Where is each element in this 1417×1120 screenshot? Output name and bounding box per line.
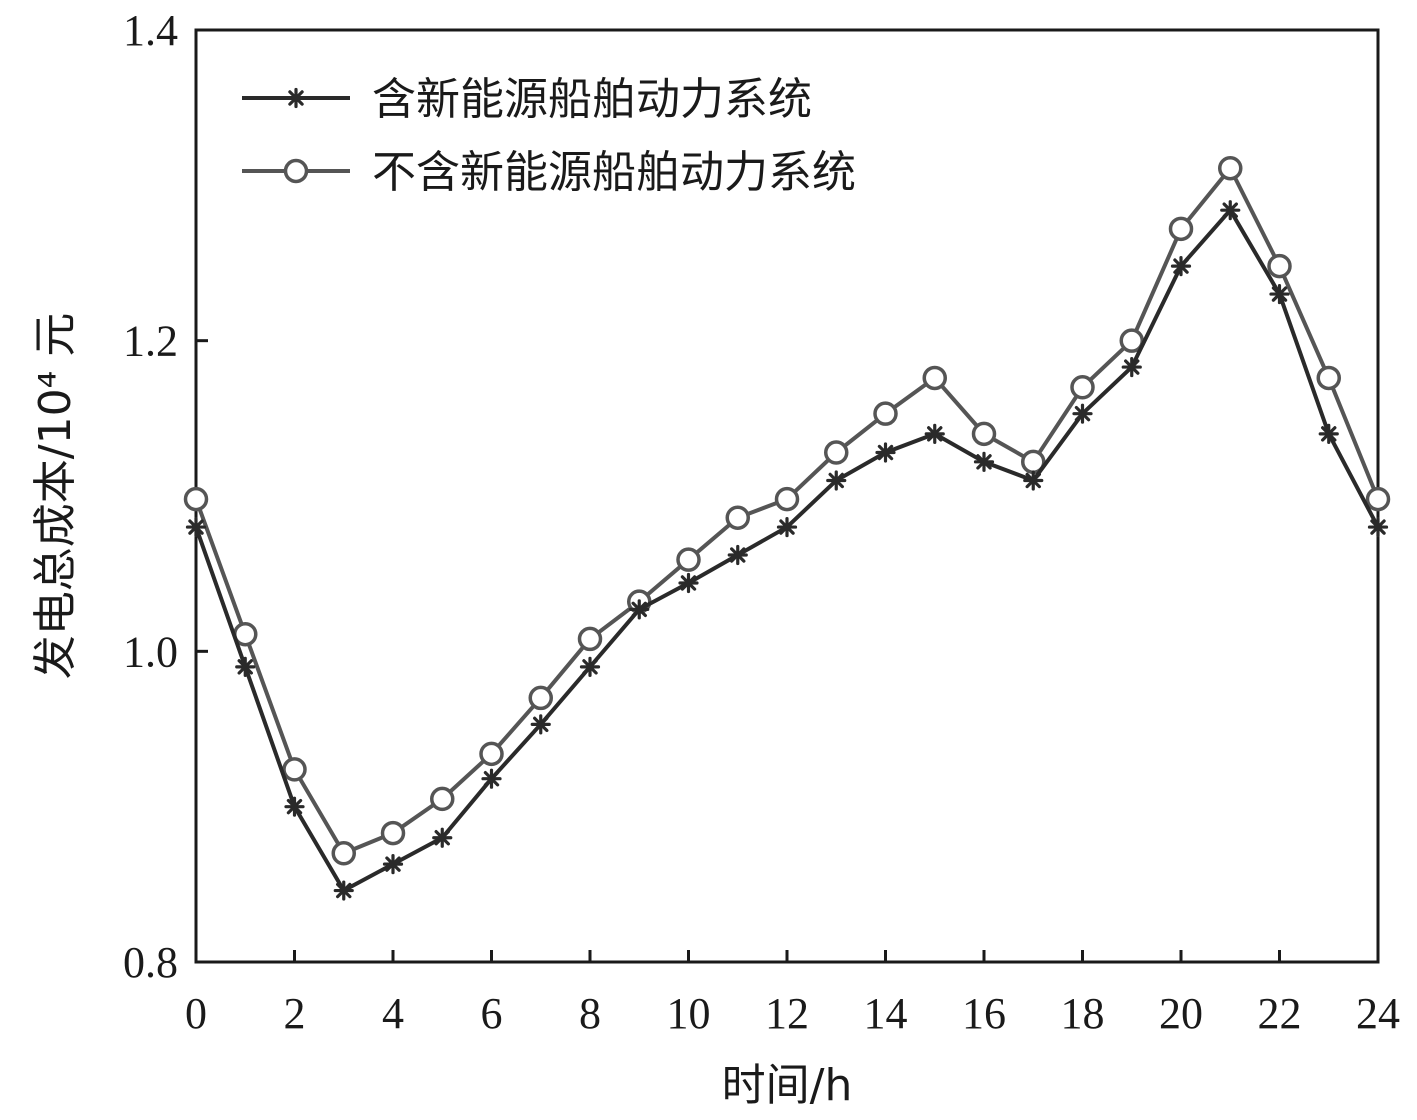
x-tick-label: 14 xyxy=(864,989,908,1038)
data-point xyxy=(924,367,945,388)
y-tick-label: 1.4 xyxy=(123,6,178,55)
data-point xyxy=(385,856,402,873)
data-point xyxy=(777,489,798,510)
data-point xyxy=(383,823,404,844)
y-axis-title: 发电总成本/10⁴ 元 xyxy=(30,313,81,679)
data-point xyxy=(530,687,551,708)
data-point xyxy=(1173,258,1190,275)
data-point xyxy=(580,628,601,649)
data-point xyxy=(1269,256,1290,277)
x-axis-title: 时间/h xyxy=(722,1060,853,1111)
y-tick-label: 1.0 xyxy=(123,627,178,676)
data-point xyxy=(432,788,453,809)
data-point xyxy=(875,403,896,424)
legend-label-series-1: 含新能源船舶动力系统 xyxy=(372,74,812,125)
data-point xyxy=(729,547,746,564)
data-point xyxy=(237,658,254,675)
data-point xyxy=(727,507,748,528)
data-point xyxy=(680,574,697,591)
data-point xyxy=(1171,218,1192,239)
data-point xyxy=(186,489,207,510)
data-point xyxy=(974,423,995,444)
data-point xyxy=(631,601,648,618)
data-point xyxy=(333,843,354,864)
x-tick-label: 12 xyxy=(765,989,809,1038)
data-point xyxy=(188,519,205,536)
legend-marker-series-1 xyxy=(288,90,305,107)
data-point xyxy=(1025,472,1042,489)
y-tick-label: 1.2 xyxy=(123,317,178,366)
data-point xyxy=(926,425,943,442)
legend-circle-icon xyxy=(286,161,307,182)
series-line xyxy=(196,210,1378,890)
x-tick-label: 0 xyxy=(185,989,207,1038)
legend: 含新能源船舶动力系统 不含新能源船舶动力系统 xyxy=(242,74,856,198)
data-point xyxy=(976,453,993,470)
legend-asterisk-icon xyxy=(288,90,305,107)
x-tick-label: 10 xyxy=(667,989,711,1038)
x-tick-label: 2 xyxy=(284,989,306,1038)
legend-marker-series-2 xyxy=(286,161,307,182)
series-layer xyxy=(186,158,1389,899)
data-point xyxy=(1370,519,1387,536)
data-point xyxy=(582,658,599,675)
x-tick-label: 20 xyxy=(1159,989,1203,1038)
legend-label-series-2: 不含新能源船舶动力系统 xyxy=(372,147,856,198)
x-tick-label: 22 xyxy=(1258,989,1302,1038)
data-point xyxy=(286,798,303,815)
data-point xyxy=(1072,377,1093,398)
data-point xyxy=(434,829,451,846)
data-point xyxy=(1220,158,1241,179)
y-tick-label: 0.8 xyxy=(123,938,178,987)
data-point xyxy=(1368,489,1389,510)
data-point xyxy=(483,770,500,787)
data-point xyxy=(1318,367,1339,388)
data-point xyxy=(481,743,502,764)
data-point xyxy=(532,716,549,733)
data-point xyxy=(284,759,305,780)
data-point xyxy=(779,519,796,536)
data-point xyxy=(877,444,894,461)
series-2 xyxy=(186,158,1389,864)
data-point xyxy=(1123,359,1140,376)
series-1 xyxy=(188,202,1387,899)
x-tick-label: 4 xyxy=(382,989,404,1038)
data-point xyxy=(1320,425,1337,442)
x-tick-label: 8 xyxy=(579,989,601,1038)
data-point xyxy=(335,882,352,899)
data-point xyxy=(1271,286,1288,303)
x-tick-label: 16 xyxy=(962,989,1006,1038)
data-point xyxy=(678,549,699,570)
data-point xyxy=(1222,202,1239,219)
data-point xyxy=(1074,405,1091,422)
data-point xyxy=(828,472,845,489)
data-point xyxy=(826,442,847,463)
x-tick-label: 6 xyxy=(481,989,503,1038)
x-tick-label: 24 xyxy=(1356,989,1400,1038)
x-tick-label: 18 xyxy=(1061,989,1105,1038)
